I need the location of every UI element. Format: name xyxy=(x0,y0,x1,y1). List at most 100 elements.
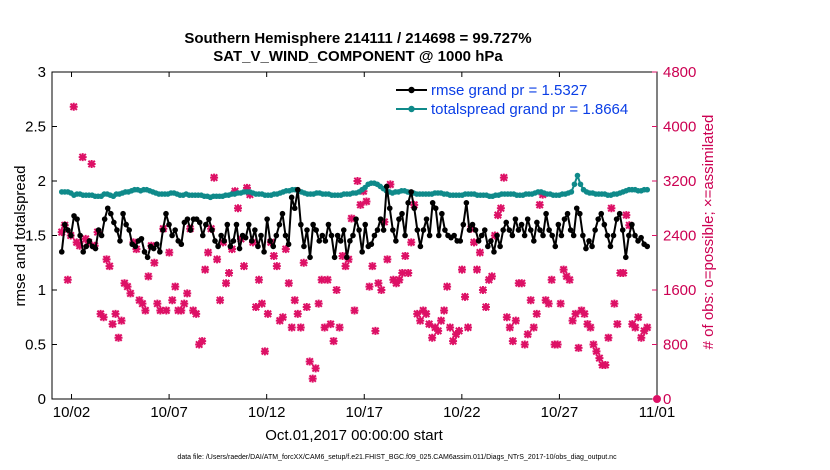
totalspread-series xyxy=(58,172,651,201)
totalspread-point xyxy=(571,181,578,188)
obs-point xyxy=(177,306,186,315)
obs-point xyxy=(332,286,341,294)
rmse-point xyxy=(347,238,353,244)
totalspread-point xyxy=(577,181,584,188)
obs-point xyxy=(535,200,544,209)
rmse-point xyxy=(285,241,292,248)
rmse-point xyxy=(524,216,531,222)
obs-point xyxy=(63,275,72,284)
obs-point xyxy=(123,282,132,291)
obs-point xyxy=(213,255,222,264)
rmse-point xyxy=(426,232,433,239)
chart-title-line2: SAT_V_WIND_COMPONENT @ 1000 hPa xyxy=(213,48,503,65)
rmse-point xyxy=(402,232,408,239)
obs-point xyxy=(472,265,481,274)
x-tick-label: 10/22 xyxy=(443,404,481,421)
obs-point xyxy=(347,214,356,223)
rmse-point xyxy=(469,221,476,228)
obs-point xyxy=(317,275,326,284)
rmse-point xyxy=(435,232,442,239)
rmse-point xyxy=(163,210,169,217)
obs-point xyxy=(305,357,314,366)
obs-point xyxy=(210,173,219,182)
rmse-point xyxy=(420,227,427,233)
y-right-tick-label: 2400 xyxy=(663,228,696,245)
rmse-point xyxy=(141,249,148,255)
rmse-point xyxy=(417,243,424,250)
rmse-point xyxy=(212,238,218,244)
rmse-point xyxy=(555,221,562,228)
rmse-point xyxy=(62,221,68,228)
obs-point xyxy=(201,265,210,274)
rmse-point xyxy=(215,243,221,250)
x-tick-label: 10/02 xyxy=(53,404,91,421)
obs-point xyxy=(284,279,293,288)
obs-point xyxy=(434,326,443,335)
y-tick-label: 1.5 xyxy=(25,228,46,245)
obs-point xyxy=(353,177,362,185)
obs-point xyxy=(260,347,269,356)
rmse-point xyxy=(178,241,185,248)
rmse-point xyxy=(166,221,172,228)
rmse-point xyxy=(558,232,565,239)
rmse-point xyxy=(521,232,528,239)
obs-point xyxy=(302,303,311,312)
rmse-point xyxy=(356,227,362,233)
rmse-point xyxy=(221,238,228,244)
rmse-point xyxy=(362,221,369,228)
rmse-point xyxy=(252,227,258,233)
rmse-point xyxy=(481,227,488,233)
rmse-point xyxy=(334,232,341,239)
obs-point xyxy=(269,251,278,260)
rmse-point xyxy=(466,227,473,233)
obs-point xyxy=(299,258,308,267)
rmse-point xyxy=(291,205,298,212)
obs-point xyxy=(607,204,616,213)
obs-point xyxy=(517,279,526,288)
rmse-point xyxy=(157,249,163,255)
rmse-point xyxy=(488,238,494,244)
obs-point xyxy=(643,323,652,332)
rmse-point xyxy=(396,216,402,222)
rmse-point xyxy=(411,205,418,212)
rmse-point xyxy=(439,210,445,217)
obs-point xyxy=(293,309,302,318)
rmse-point xyxy=(570,232,577,239)
rmse-point xyxy=(261,249,267,255)
rmse-point xyxy=(310,221,316,228)
rmse-point xyxy=(494,232,500,239)
obs-point xyxy=(428,333,437,342)
rmse-point xyxy=(123,221,129,228)
rmse-point xyxy=(233,221,240,228)
rmse-point xyxy=(270,243,277,250)
rmse-point xyxy=(206,216,212,222)
y-tick-label: 3 xyxy=(38,64,46,81)
rmse-point xyxy=(383,183,390,190)
rmse-point xyxy=(242,234,249,241)
rmse-point xyxy=(583,245,589,252)
rmse-point xyxy=(172,227,178,233)
y-right-tick-label: 1600 xyxy=(663,282,696,299)
obs-point xyxy=(105,262,114,271)
obs-point xyxy=(287,323,296,332)
rmse-point xyxy=(644,243,651,250)
obs-point xyxy=(523,330,532,339)
rmse-point xyxy=(196,219,203,226)
obs-point xyxy=(413,309,422,318)
obs-point xyxy=(141,306,150,315)
obs-point xyxy=(204,248,213,257)
obs-point xyxy=(487,272,496,281)
rmse-point xyxy=(344,254,350,261)
obs-point xyxy=(153,299,162,308)
obs-point xyxy=(296,323,305,332)
obs-point xyxy=(458,265,467,274)
obs-point xyxy=(395,275,404,284)
rmse-point xyxy=(98,232,105,239)
obs-point xyxy=(87,159,96,168)
rmse-point xyxy=(255,243,261,250)
obs-point xyxy=(165,248,174,257)
rmse-point xyxy=(414,227,421,233)
rmse-point xyxy=(549,232,556,239)
obs-point xyxy=(622,211,631,220)
